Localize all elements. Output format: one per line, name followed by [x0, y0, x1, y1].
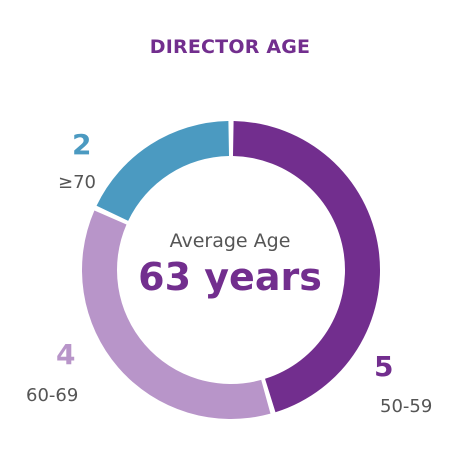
slice-count-50-59: 5	[374, 350, 394, 383]
slice-count-60-69: 4	[56, 338, 76, 371]
chart-title: DIRECTOR AGE	[149, 36, 311, 58]
center-caption: Average Age	[169, 230, 291, 252]
slice-label-60-69: 60-69	[26, 385, 79, 406]
slice-count-70-plus: 2	[72, 128, 92, 161]
donut-slice-60-69	[82, 210, 271, 419]
donut-slice-70-plus	[96, 121, 230, 221]
slice-label-50-59: 50-59	[380, 396, 433, 417]
center-value: 63 years	[138, 255, 322, 299]
donut-slice-50-59	[232, 121, 381, 413]
slice-label-70-plus: ≥70	[58, 172, 96, 193]
